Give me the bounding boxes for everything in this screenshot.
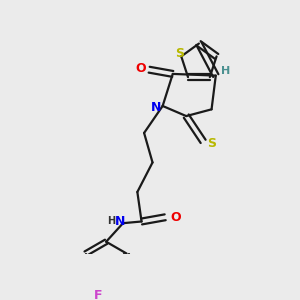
Text: O: O — [135, 61, 146, 74]
Text: H: H — [221, 66, 230, 76]
Text: S: S — [175, 47, 184, 60]
Text: F: F — [94, 289, 102, 300]
Text: O: O — [170, 211, 181, 224]
Text: N: N — [151, 101, 161, 114]
Text: S: S — [207, 136, 216, 150]
Text: H: H — [107, 217, 115, 226]
Text: N: N — [115, 215, 125, 228]
